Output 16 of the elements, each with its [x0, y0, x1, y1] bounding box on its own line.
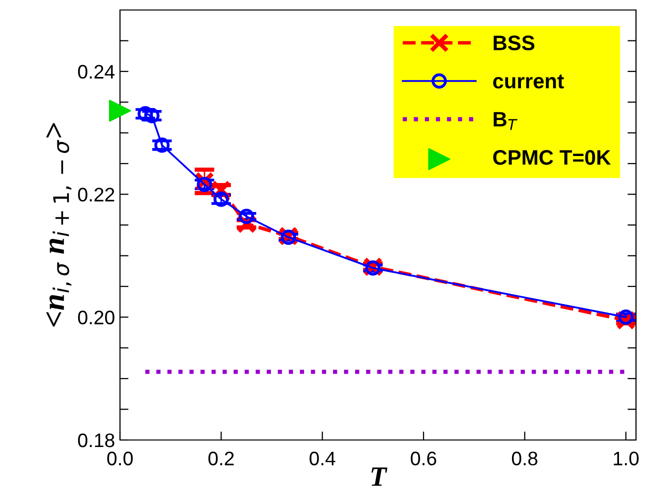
y-tick-label: 0.22	[78, 188, 114, 202]
y-tick-label: 0.18	[78, 433, 114, 448]
x-tick-label: 1.0	[614, 452, 639, 466]
legend-label: CPMC T=0K	[493, 150, 611, 165]
x-tick-label: 0.4	[310, 452, 336, 466]
y-axis-title: <n$_{i,σ}$ n$_{i+1,−σ}$>	[46, 123, 72, 326]
y-tick-label: 0.24	[78, 64, 115, 79]
legend-label: B$_{T}$	[494, 112, 518, 130]
x-tick-label: 0.6	[410, 452, 436, 466]
x-axis-title: T	[372, 468, 388, 486]
legend-label: current	[493, 74, 564, 88]
y-tick-label: 0.20	[78, 310, 114, 324]
x-tick-label: 0.2	[208, 452, 234, 466]
x-tick-label: 0.8	[512, 452, 538, 466]
x-tick-label: 0.0	[107, 452, 133, 466]
legend-label: BSS	[494, 36, 534, 50]
